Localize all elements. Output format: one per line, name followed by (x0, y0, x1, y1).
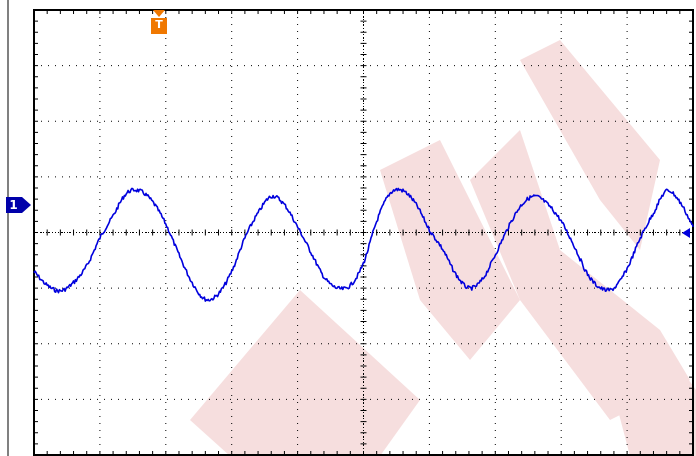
trigger-marker[interactable]: T (150, 10, 168, 34)
watermark-shape (610, 340, 696, 456)
waveform-trace-group (33, 187, 694, 302)
graticule (7, 0, 694, 456)
trigger-label: T (155, 18, 163, 31)
watermark-logo (190, 40, 696, 456)
channel-1-marker[interactable]: 1 (6, 197, 28, 213)
waveform-trace (33, 187, 694, 302)
watermark-shape (190, 290, 420, 456)
trigger-position-marker-shape (151, 10, 167, 34)
trigger-level-arrow-icon (682, 228, 690, 238)
channel-1-label: 1 (9, 198, 18, 212)
watermark-shape (520, 40, 660, 250)
watermark-shape (380, 140, 520, 360)
channel-1-marker-shape (6, 197, 31, 213)
